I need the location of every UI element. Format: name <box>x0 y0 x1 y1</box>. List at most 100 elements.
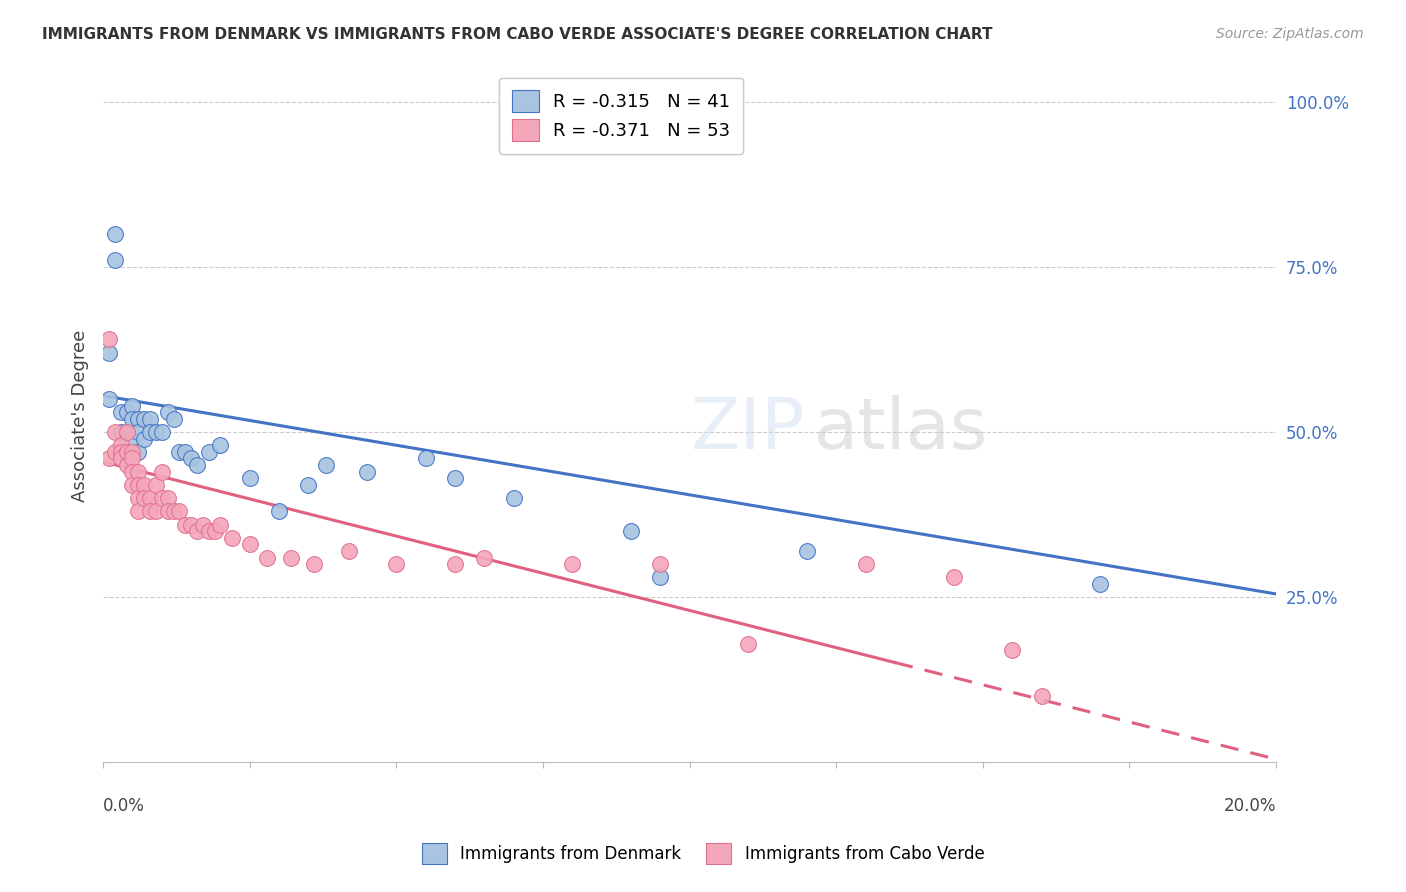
Point <box>139 425 162 439</box>
Point <box>356 465 378 479</box>
Point <box>139 412 162 426</box>
Point <box>98 333 121 347</box>
Point <box>191 517 214 532</box>
Point <box>127 445 149 459</box>
Point <box>110 445 132 459</box>
Point <box>98 392 121 406</box>
Point <box>197 445 219 459</box>
Point <box>444 471 467 485</box>
Point <box>650 558 672 572</box>
Point <box>315 458 337 472</box>
Point <box>121 465 143 479</box>
Point <box>127 425 149 439</box>
Point <box>855 558 877 572</box>
Text: IMMIGRANTS FROM DENMARK VS IMMIGRANTS FROM CABO VERDE ASSOCIATE'S DEGREE CORRELA: IMMIGRANTS FROM DENMARK VS IMMIGRANTS FR… <box>42 27 993 42</box>
Point <box>127 504 149 518</box>
Point <box>650 570 672 584</box>
Point <box>134 432 156 446</box>
Point <box>145 478 167 492</box>
Point <box>186 524 208 538</box>
Point <box>98 345 121 359</box>
Point <box>239 537 262 551</box>
Point <box>127 478 149 492</box>
Point <box>472 550 495 565</box>
Point <box>209 517 232 532</box>
Point <box>121 412 143 426</box>
Point <box>169 504 191 518</box>
Point <box>150 491 173 505</box>
Point <box>150 425 173 439</box>
Point <box>162 412 184 426</box>
Point <box>339 544 361 558</box>
Point <box>180 451 202 466</box>
Point <box>104 425 127 439</box>
Point <box>304 558 326 572</box>
Point <box>385 558 408 572</box>
Point <box>444 558 467 572</box>
Point <box>104 227 127 241</box>
Legend: R = -0.315   N = 41, R = -0.371   N = 53: R = -0.315 N = 41, R = -0.371 N = 53 <box>499 78 744 154</box>
Point <box>162 504 184 518</box>
Point <box>121 445 143 459</box>
Text: ZIP: ZIP <box>690 395 806 464</box>
Point <box>156 504 179 518</box>
Point <box>204 524 226 538</box>
Point <box>127 491 149 505</box>
Point <box>110 425 132 439</box>
Point <box>134 491 156 505</box>
Point <box>104 445 127 459</box>
Point <box>110 451 132 466</box>
Point <box>115 445 138 459</box>
Point <box>1088 577 1111 591</box>
Point <box>121 399 143 413</box>
Point <box>127 412 149 426</box>
Point <box>127 465 149 479</box>
Text: 20.0%: 20.0% <box>1223 797 1277 815</box>
Point <box>256 550 278 565</box>
Point <box>502 491 524 505</box>
Point <box>267 504 290 518</box>
Legend: Immigrants from Denmark, Immigrants from Cabo Verde: Immigrants from Denmark, Immigrants from… <box>415 837 991 871</box>
Point <box>1001 643 1024 657</box>
Point <box>121 432 143 446</box>
Point <box>121 451 143 466</box>
Point <box>139 491 162 505</box>
Point <box>156 491 179 505</box>
Point <box>115 425 138 439</box>
Point <box>942 570 965 584</box>
Point <box>115 458 138 472</box>
Point <box>280 550 302 565</box>
Point <box>174 445 197 459</box>
Point <box>239 471 262 485</box>
Point <box>561 558 583 572</box>
Text: atlas: atlas <box>814 395 988 464</box>
Point <box>150 465 173 479</box>
Point <box>297 478 319 492</box>
Point <box>121 478 143 492</box>
Y-axis label: Associate's Degree: Associate's Degree <box>72 329 89 501</box>
Point <box>134 478 156 492</box>
Point <box>620 524 643 538</box>
Point <box>737 636 759 650</box>
Point <box>139 504 162 518</box>
Point <box>415 451 437 466</box>
Point <box>1031 690 1053 704</box>
Point <box>115 405 138 419</box>
Point <box>221 531 243 545</box>
Point <box>156 405 179 419</box>
Point <box>110 438 132 452</box>
Point <box>115 425 138 439</box>
Point <box>134 412 156 426</box>
Point <box>186 458 208 472</box>
Point <box>145 425 167 439</box>
Point <box>110 405 132 419</box>
Point <box>180 517 202 532</box>
Text: Source: ZipAtlas.com: Source: ZipAtlas.com <box>1216 27 1364 41</box>
Point <box>169 445 191 459</box>
Point <box>145 504 167 518</box>
Point <box>796 544 818 558</box>
Point <box>174 517 197 532</box>
Point <box>98 451 121 466</box>
Point <box>197 524 219 538</box>
Text: 0.0%: 0.0% <box>103 797 145 815</box>
